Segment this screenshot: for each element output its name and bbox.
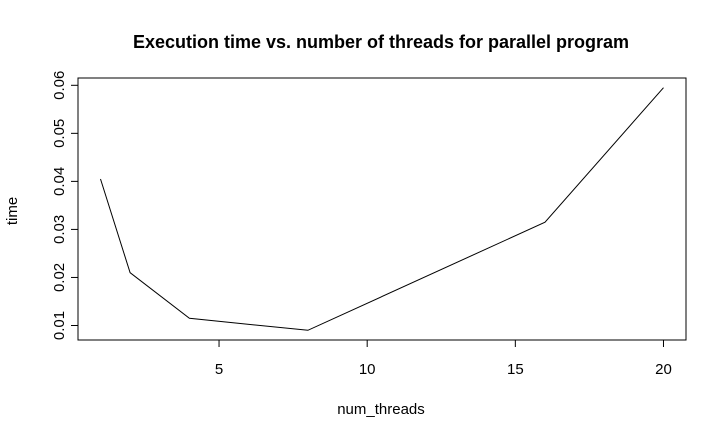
y-axis-label: time [4, 197, 21, 225]
y-tick-label: 0.05 [51, 119, 68, 148]
y-tick-label: 0.02 [51, 263, 68, 292]
x-axis-ticks: 5 10 15 20 [215, 340, 672, 378]
plot-frame [77, 77, 687, 341]
series-line [100, 87, 664, 331]
x-axis-label: num_threads [337, 401, 425, 418]
x-tick-label: 20 [655, 361, 672, 378]
y-tick-label: 0.01 [51, 311, 68, 340]
y-tick-label: 0.03 [51, 215, 68, 244]
x-tick-label: 5 [215, 361, 223, 378]
chart-title: Execution time vs. number of threads for… [133, 32, 629, 52]
y-tick-label: 0.06 [51, 71, 68, 100]
x-tick-label: 10 [359, 361, 376, 378]
y-axis-ticks: 0.01 0.02 0.03 0.04 0.05 0.06 [51, 71, 78, 340]
x-tick-label: 15 [507, 361, 524, 378]
y-tick-label: 0.04 [51, 167, 68, 196]
